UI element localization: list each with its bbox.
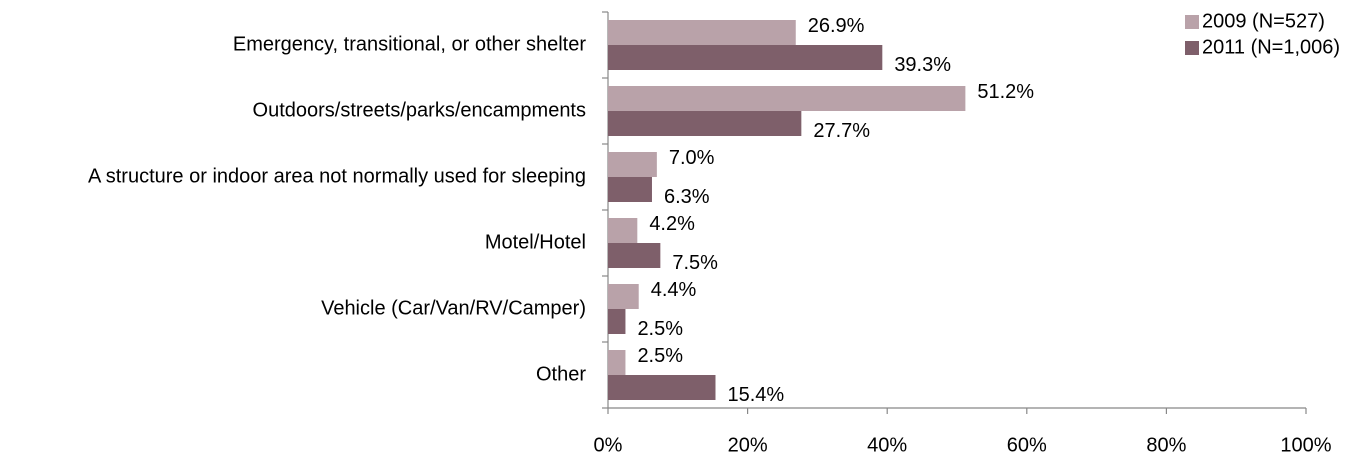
bar [608, 309, 626, 334]
bar [608, 284, 639, 309]
y-tick-label: Emergency, transitional, or other shelte… [233, 33, 586, 55]
value-label: 39.3% [894, 54, 951, 76]
bar [608, 350, 626, 375]
bar [608, 152, 657, 177]
bar [608, 86, 966, 111]
value-label: 7.0% [669, 147, 715, 169]
value-label: 6.3% [664, 186, 710, 208]
value-label: 7.5% [672, 252, 718, 274]
x-tick-label: 0% [594, 434, 623, 456]
value-label: 2.5% [637, 345, 683, 367]
y-tick-label: Motel/Hotel [485, 231, 586, 253]
y-tick-label: Other [536, 363, 586, 385]
y-tick-label: Outdoors/streets/parks/encampments [253, 99, 586, 121]
bar [608, 218, 638, 243]
x-tick-label: 80% [1146, 434, 1186, 456]
legend-swatch [1185, 15, 1199, 29]
x-tick-label: 20% [728, 434, 768, 456]
value-label: 2.5% [637, 318, 683, 340]
bar [608, 20, 796, 45]
bar [608, 375, 716, 400]
legend-label: 2009 (N=527) [1202, 10, 1325, 32]
value-label: 4.2% [649, 213, 695, 235]
bar [608, 243, 661, 268]
legend-swatch [1185, 41, 1199, 55]
value-label: 4.4% [651, 279, 697, 301]
value-label: 26.9% [808, 15, 865, 37]
y-tick-label: A structure or indoor area not normally … [88, 165, 586, 187]
bar [608, 45, 883, 70]
x-tick-label: 100% [1280, 434, 1331, 456]
y-tick-label: Vehicle (Car/Van/RV/Camper) [321, 297, 586, 319]
bar [608, 111, 802, 136]
legend-label: 2011 (N=1,006) [1202, 36, 1340, 58]
value-label: 27.7% [813, 120, 870, 142]
x-tick-label: 40% [867, 434, 907, 456]
value-label: 15.4% [727, 384, 784, 406]
bar [608, 177, 652, 202]
x-tick-label: 60% [1007, 434, 1047, 456]
value-label: 51.2% [977, 81, 1034, 103]
